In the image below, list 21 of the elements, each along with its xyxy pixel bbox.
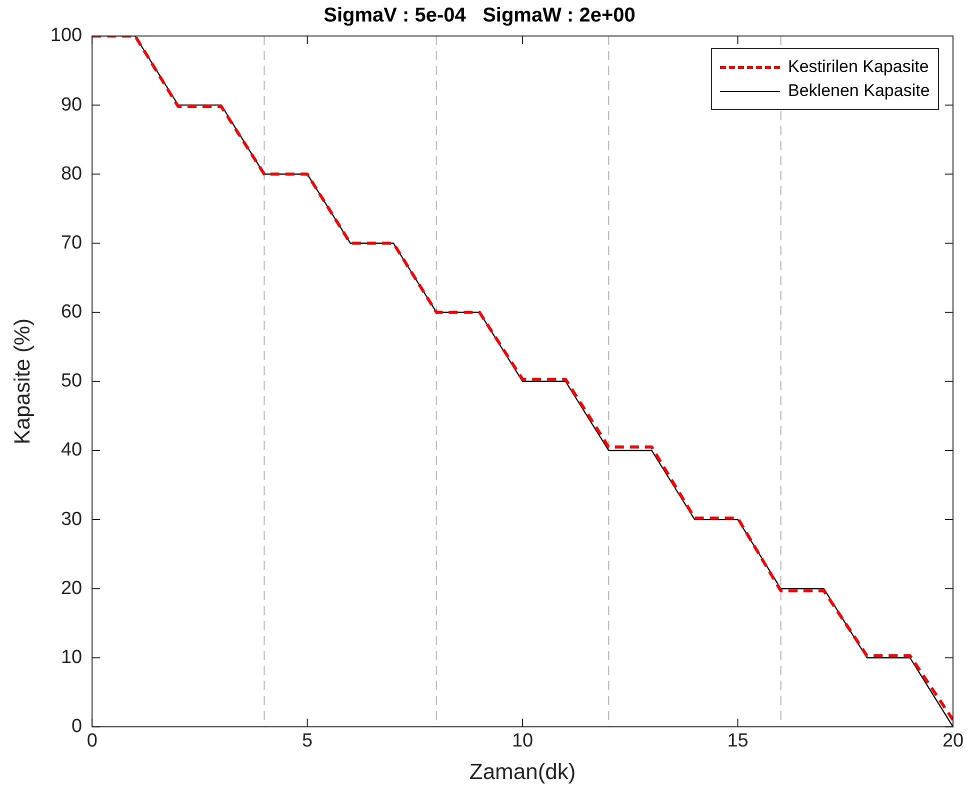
x-tick-label: 15 <box>727 730 748 752</box>
x-tick-label: 0 <box>86 730 98 752</box>
x-axis-title: Zaman(dk) <box>469 758 576 784</box>
x-tick-label: 20 <box>942 730 964 752</box>
y-tick-label: 80 <box>60 163 82 184</box>
y-tick-label: 0 <box>72 716 82 738</box>
y-tick-label: 60 <box>60 302 82 323</box>
y-tick-label: 40 <box>60 440 82 461</box>
y-axis-title: Kapasite (%) <box>9 318 34 444</box>
y-tick-label: 90 <box>60 94 82 116</box>
y-tick-label: 50 <box>60 370 82 392</box>
y-tick-label: 100 <box>50 25 82 46</box>
x-tick-label: 5 <box>302 730 313 752</box>
chart-title: SigmaV : 5e-04 SigmaW : 2e+00 <box>324 4 636 27</box>
y-tick-label: 20 <box>60 578 82 599</box>
legend-label: Beklenen Kapasite <box>788 81 930 101</box>
legend-label: Kestirilen Kapasite <box>788 57 929 77</box>
y-tick-label: 30 <box>60 508 82 530</box>
x-tick-label: 10 <box>512 730 534 752</box>
y-tick-label: 70 <box>60 232 82 254</box>
y-tick-label: 10 <box>60 646 82 668</box>
